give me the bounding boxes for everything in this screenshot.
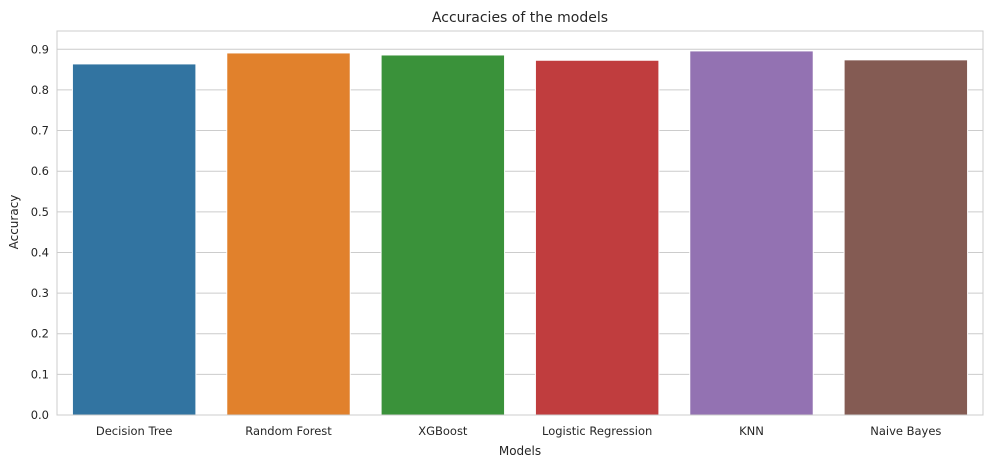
bar — [380, 54, 506, 416]
y-tick-label: 0.2 — [31, 327, 49, 341]
y-tick-label: 0.5 — [31, 205, 49, 219]
y-tick-label: 0.0 — [31, 408, 49, 422]
x-tick-label: KNN — [739, 424, 764, 438]
y-tick-label: 0.3 — [31, 286, 49, 300]
chart-title: Accuracies of the models — [432, 10, 608, 26]
y-tick-label: 0.7 — [31, 124, 49, 138]
x-tick-label: Logistic Regression — [542, 424, 652, 438]
bar — [689, 50, 814, 416]
gridlines — [57, 48, 983, 375]
x-tick-label: Naive Bayes — [870, 424, 941, 438]
x-ticks: Decision Tree Random Forest XGBoost Logisti… — [96, 424, 942, 438]
bar — [843, 59, 969, 416]
bar — [226, 52, 351, 416]
x-tick-label: Decision Tree — [96, 424, 173, 438]
y-tick-label: 0.9 — [31, 42, 49, 56]
y-axis-label: Accuracy — [7, 195, 21, 250]
x-tick-label: XGBoost — [418, 424, 468, 438]
plot-frame — [56, 30, 984, 416]
y-tick-label: 0.1 — [31, 367, 49, 381]
y-tick-label: 0.8 — [31, 83, 49, 97]
x-tick-label: Random Forest — [245, 424, 332, 438]
x-axis-label: Models — [499, 444, 541, 458]
y-tick-label: 0.4 — [31, 245, 49, 259]
y-ticks: 0.0 0.1 0.2 0.3 0.4 0.5 0.6 0.7 0.8 0.9 — [31, 42, 49, 422]
bar — [534, 59, 660, 416]
bar — [71, 63, 197, 416]
y-tick-label: 0.6 — [31, 164, 49, 178]
bars — [71, 50, 969, 416]
